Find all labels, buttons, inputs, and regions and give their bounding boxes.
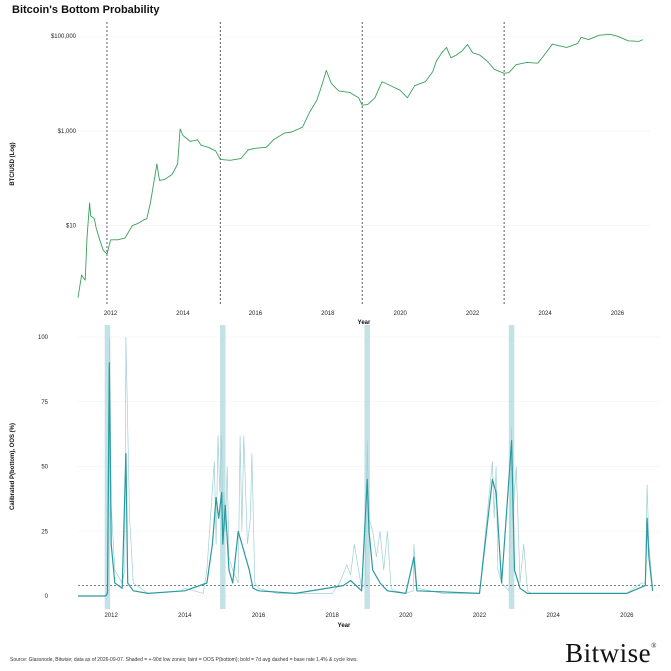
low-zone-shade	[508, 325, 515, 609]
y-tick-label: 75	[41, 400, 48, 406]
x-tick-label: 2014	[176, 311, 190, 317]
y-axis-title: Calibrated P(bottom), OOS (%)	[10, 423, 16, 510]
x-axis-title: Year	[338, 623, 351, 629]
source-note: Source: Glassnode, Bitwise; data as of 2…	[10, 657, 358, 663]
brand-logo: Bitwise®	[565, 638, 657, 669]
low-zone-shade	[220, 325, 226, 609]
x-tick-label: 2014	[178, 613, 192, 619]
low-zone-shade	[104, 325, 111, 609]
x-tick-label: 2024	[546, 613, 560, 619]
x-tick-label: 2016	[252, 613, 266, 619]
x-tick-label: 2020	[399, 613, 413, 619]
brand-name: Bitwise	[565, 638, 652, 668]
page-title: Bitcoin's Bottom Probability	[12, 4, 160, 16]
x-tick-label: 2024	[538, 311, 552, 317]
x-tick-label: 2026	[611, 311, 625, 317]
price-series-line	[77, 33, 643, 298]
x-tick-label: 2018	[325, 613, 339, 619]
y-tick-label: 25	[41, 529, 48, 535]
probability-panel: 0 25 50 75 100 2012 2014 2016 2018 2020 2022 2024 20…	[10, 325, 660, 629]
y-tick-label: 50	[41, 465, 48, 471]
x-tick-label: 2018	[321, 311, 335, 317]
registered-mark: ®	[651, 642, 657, 650]
y-axis-title: BTC/USD (Log)	[10, 142, 16, 185]
x-tick-label: 2016	[249, 311, 263, 317]
bold-probability-line	[78, 362, 654, 597]
x-tick-label: 2026	[620, 613, 634, 619]
y-tick-label: $100,000	[51, 34, 77, 40]
y-tick-label: $10	[66, 224, 77, 230]
y-tick-label: $1,000	[58, 129, 77, 135]
x-axis-title: Year	[358, 320, 371, 326]
x-tick-label: 2020	[394, 311, 408, 317]
y-tick-label: 100	[38, 335, 49, 341]
y-tick-label: 0	[45, 594, 49, 600]
x-tick-label: 2012	[104, 613, 118, 619]
x-tick-label: 2022	[473, 613, 487, 619]
price-panel: $10 $1,000 $100,000 2012 2014 2016 2018 2020 202…	[10, 22, 650, 326]
x-tick-label: 2022	[466, 311, 480, 317]
x-tick-label: 2012	[104, 311, 118, 317]
